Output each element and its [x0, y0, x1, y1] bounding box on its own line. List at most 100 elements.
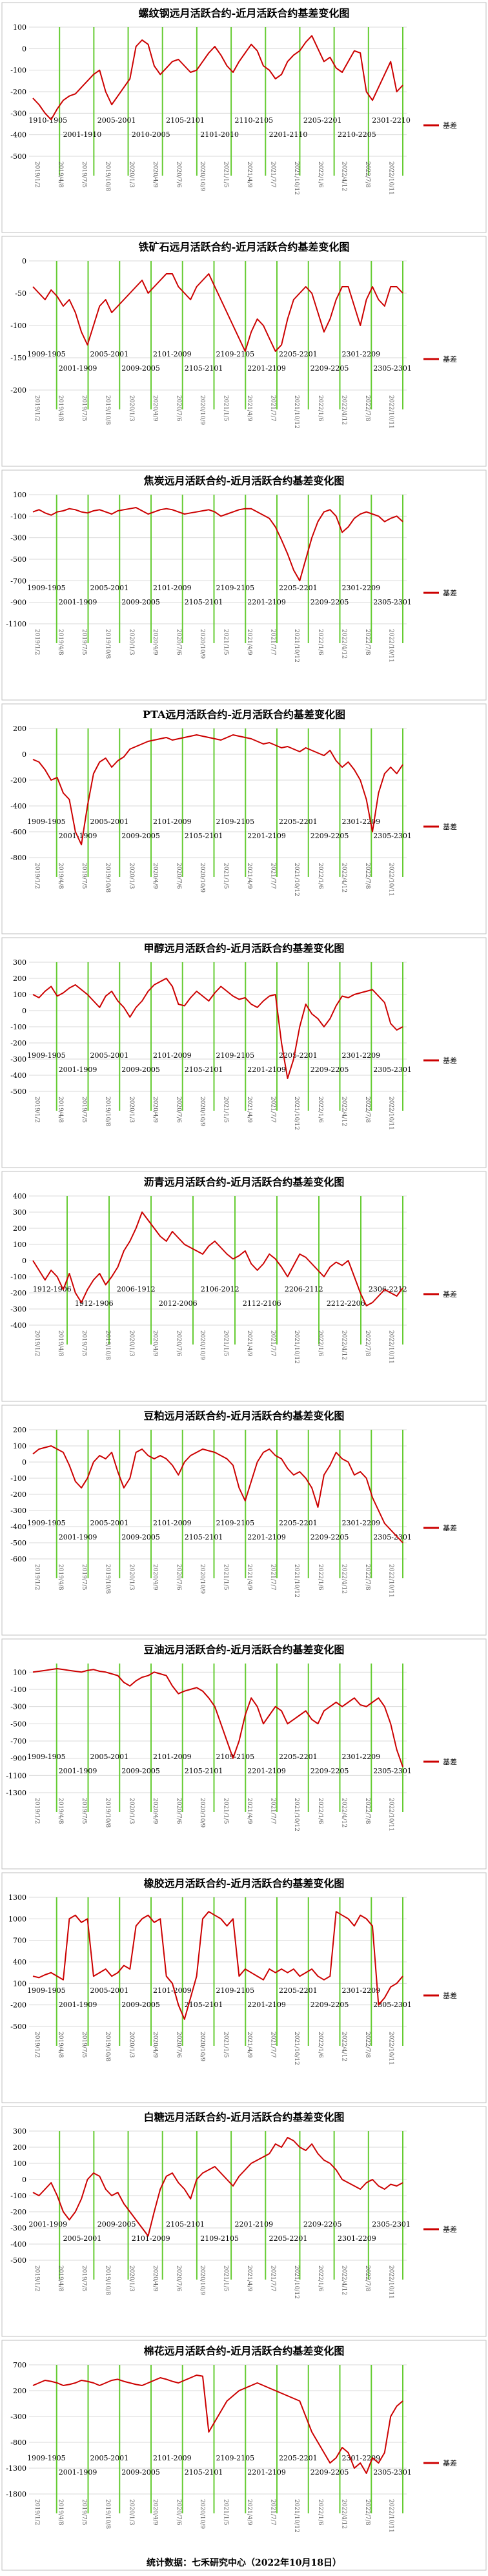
x-tick-label: 2019/7/5	[81, 2265, 87, 2292]
x-tick-label: 2021/7/7	[270, 629, 276, 655]
x-tick-label: 2022/1/6	[317, 863, 323, 889]
period-label: 2112-2106	[243, 1299, 281, 1308]
x-tick-label: 2020/4/9	[152, 629, 158, 655]
period-label: 2105-2101	[185, 364, 223, 373]
chart-frame	[1, 1638, 487, 1870]
x-tick-label: 2022/10/11	[387, 1798, 394, 1831]
y-tick-label: -600	[10, 1555, 26, 1563]
y-tick-label: -700	[10, 577, 26, 585]
x-tick-label: 2020/7/6	[175, 2265, 181, 2292]
period-label: 2110-2105	[234, 116, 273, 125]
chart-panel: 橡胶远月活跃合约-近月活跃合约基差变化图 -500 -200 100 400 700 100…	[1, 1872, 487, 2103]
y-tick-label: 100	[13, 991, 26, 999]
x-tick-label: 2021/1/5	[223, 2499, 229, 2526]
period-label: 2101-2010	[200, 130, 239, 139]
x-tick-label: 2022/10/11	[387, 1330, 394, 1364]
y-tick-label: -900	[10, 1755, 26, 1763]
period-label: 2201-2109	[247, 1533, 286, 1541]
y-tick-label: -100	[10, 1685, 26, 1694]
chart-title: 豆油远月活跃合约-近月活跃合约基差变化图	[144, 1643, 345, 1656]
period-label: 2209-2205	[310, 364, 349, 373]
y-tick-label: -200	[10, 776, 26, 785]
x-tick-label: 2021/7/7	[270, 863, 276, 889]
x-tick-label: 2022/1/6	[317, 2499, 323, 2526]
legend-label: 基差	[443, 1290, 457, 1299]
x-tick-label: 2019/1/2	[34, 1330, 40, 1356]
x-tick-label: 2021/10/12	[293, 1097, 300, 1130]
period-label: 2101-2009	[153, 818, 192, 826]
x-tick-label: 2020/4/9	[152, 161, 158, 188]
period-label: 2009-2005	[121, 598, 160, 606]
x-tick-label: 2022/7/8	[364, 395, 371, 422]
y-tick-label: -100	[10, 1023, 26, 1031]
x-tick-label: 2019/4/8	[57, 2499, 64, 2526]
period-label: 2001-1909	[59, 1767, 97, 1775]
period-label: 2212-2206	[327, 1299, 365, 1308]
period-label: 2101-2009	[153, 1986, 192, 1995]
period-label: 2205-2201	[303, 116, 342, 125]
x-tick-label: 2022/4/12	[340, 2032, 347, 2061]
period-label: 2001-1909	[59, 598, 97, 606]
period-label: 2005-2001	[90, 818, 128, 826]
period-label: 2005-2001	[97, 116, 136, 125]
x-tick-label: 2019/1/2	[34, 2032, 40, 2057]
chart-frame	[1, 937, 487, 1168]
y-tick-label: -200	[10, 1289, 26, 1297]
x-tick-label: 2021/4/9	[246, 1564, 252, 1591]
period-label: 2201-2109	[247, 598, 286, 606]
period-label: 2109-2105	[216, 1519, 254, 1527]
x-tick-label: 2021/10/12	[293, 1798, 300, 1831]
x-tick-label: 2020/7/6	[175, 863, 181, 889]
series-line	[32, 35, 403, 121]
x-tick-label: 2019/1/2	[34, 1798, 40, 1824]
x-tick-label: 2020/4/9	[152, 1564, 158, 1591]
y-tick-label: -100	[10, 67, 26, 75]
y-tick-label: -1100	[6, 1771, 26, 1780]
x-tick-label: 2019/10/8	[105, 629, 111, 659]
y-tick-label: 0	[22, 750, 26, 759]
chart-frame	[1, 1872, 487, 2103]
period-label: 2205-2201	[279, 1051, 318, 1060]
y-tick-label: 0	[22, 2176, 26, 2184]
x-tick-label: 2021/7/7	[270, 161, 276, 188]
y-tick-label: -1100	[6, 620, 26, 628]
period-label: 2205-2201	[279, 1753, 318, 1761]
x-tick-label: 2022/10/11	[387, 395, 394, 429]
y-tick-label: 200	[13, 974, 26, 983]
y-tick-label: -300	[10, 1507, 26, 1515]
chart-frame	[1, 1405, 487, 1636]
x-tick-label: 2021/7/7	[270, 395, 276, 422]
x-tick-label: 2022/7/8	[364, 1798, 371, 1824]
x-tick-label: 2019/7/5	[81, 2499, 87, 2526]
period-label: 2010-2005	[132, 130, 170, 139]
x-tick-label: 2021/4/9	[246, 2265, 252, 2292]
x-tick-label: 2022/7/8	[364, 2499, 371, 2526]
y-tick-label: 1300	[8, 1893, 26, 1902]
x-tick-label: 2021/4/9	[246, 863, 252, 889]
x-tick-label: 2021/10/12	[293, 863, 300, 896]
period-label: 2105-2101	[185, 1066, 223, 1074]
y-tick-label: 300	[13, 1208, 26, 1217]
x-tick-label: 2021/1/5	[223, 395, 229, 422]
x-tick-label: 2019/4/8	[57, 1097, 64, 1123]
x-tick-label: 2022/1/6	[317, 2265, 323, 2292]
x-tick-label: 2019/4/8	[57, 863, 64, 889]
period-label: 2109-2105	[200, 2234, 239, 2243]
y-tick-label: -50	[15, 289, 26, 298]
x-tick-label: 2022/7/8	[364, 1097, 371, 1123]
x-tick-label: 2022/4/12	[340, 2499, 347, 2529]
x-tick-label: 2021/4/9	[246, 395, 252, 422]
y-tick-label: -800	[10, 854, 26, 862]
x-tick-label: 2019/4/8	[57, 395, 64, 422]
period-label: 2301-2209	[341, 1051, 380, 1060]
chart-frame	[1, 1171, 487, 1402]
y-tick-label: 0	[22, 1257, 26, 1265]
x-tick-label: 2022/7/8	[364, 863, 371, 889]
x-tick-label: 2021/4/9	[246, 1330, 252, 1357]
period-label: 2109-2105	[216, 2454, 254, 2462]
x-tick-label: 2019/1/2	[34, 1564, 40, 1590]
period-label: 2109-2105	[216, 818, 254, 826]
y-tick-label: -500	[10, 1720, 26, 1728]
period-label: 2209-2205	[310, 1066, 349, 1074]
y-tick-label: -300	[10, 1703, 26, 1711]
